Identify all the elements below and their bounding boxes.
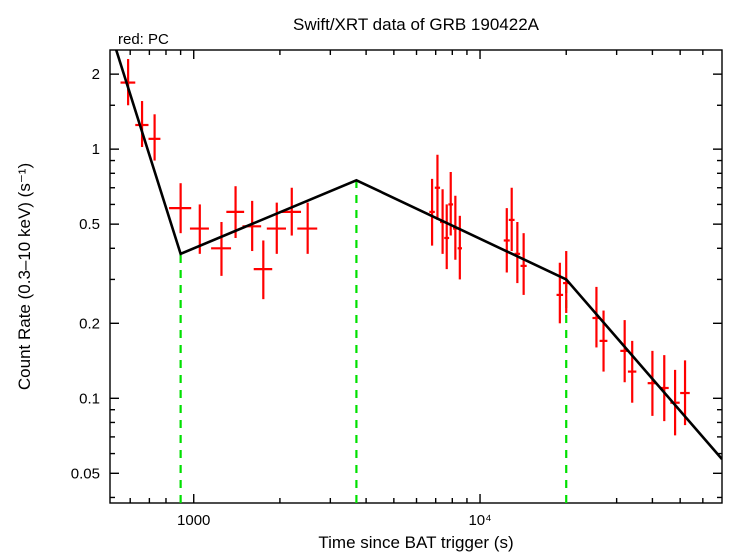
y-tick-label: 0.5 bbox=[79, 216, 100, 233]
y-tick-label: 2 bbox=[92, 66, 100, 83]
y-tick-label: 1 bbox=[92, 141, 100, 158]
model-line bbox=[110, 30, 722, 459]
x-tick-label: 1000 bbox=[177, 512, 210, 529]
x-axis-label: Time since BAT trigger (s) bbox=[318, 533, 513, 552]
y-tick-label: 0.05 bbox=[71, 465, 100, 482]
x-tick-label: 10⁴ bbox=[468, 512, 491, 529]
y-tick-label: 0.2 bbox=[79, 315, 100, 332]
y-tick-label: 0.1 bbox=[79, 390, 100, 407]
y-axis-label: Count Rate (0.3–10 keV) (s⁻¹) bbox=[15, 163, 34, 390]
legend-text: red: PC bbox=[118, 31, 169, 48]
chart-title: Swift/XRT data of GRB 190422A bbox=[293, 15, 540, 34]
xrt-lightcurve-chart: 1000 10⁴ 0.05 0.1 0.2 0.5 1 2 Swift/XRT data of … bbox=[0, 0, 746, 558]
